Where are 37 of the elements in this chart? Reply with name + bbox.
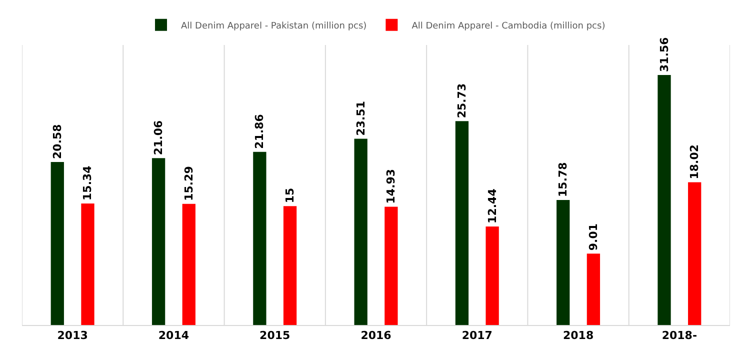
data-label: 31.56	[658, 36, 671, 72]
x-tick-label: 2015	[260, 329, 290, 342]
data-label: 23.51	[354, 100, 368, 136]
bar	[354, 138, 368, 325]
bar	[384, 206, 398, 325]
x-tick-label: 2017	[462, 329, 492, 342]
legend-label: All Denim Apparel - Cambodia (million pcs)	[412, 21, 606, 32]
bar	[688, 182, 702, 325]
data-label: 15.78	[556, 162, 570, 197]
bar	[283, 206, 297, 325]
bar	[556, 200, 570, 325]
bar	[182, 204, 196, 325]
legend-label: All Denim Apparel - Pakistan (million pcs)	[181, 21, 367, 32]
x-tick-label: 2016	[360, 329, 392, 342]
data-label: 25.73	[455, 83, 468, 118]
bar	[81, 203, 94, 325]
data-label: 15.29	[182, 166, 196, 201]
x-tick-label: 2018	[562, 329, 594, 342]
x-tick-label: 2013	[57, 329, 88, 342]
bar	[152, 158, 166, 325]
x-tick-label: 2014	[158, 329, 190, 342]
data-label: 15.34	[81, 165, 94, 200]
data-label: 20.58	[50, 124, 64, 159]
bar	[50, 162, 64, 325]
data-label: 15	[284, 188, 297, 204]
bar	[486, 226, 499, 325]
data-label: 21.06	[152, 120, 166, 156]
bar	[586, 254, 600, 325]
data-label: 21.86	[253, 114, 266, 149]
bar	[253, 152, 266, 325]
data-label: 12.44	[486, 188, 499, 224]
x-tick-label: 2018-	[662, 329, 698, 342]
data-label: 18.02	[688, 144, 702, 180]
bar	[658, 75, 671, 325]
data-label: 9.01	[586, 223, 600, 251]
bar	[455, 121, 469, 325]
data-label: 14.93	[384, 168, 398, 204]
